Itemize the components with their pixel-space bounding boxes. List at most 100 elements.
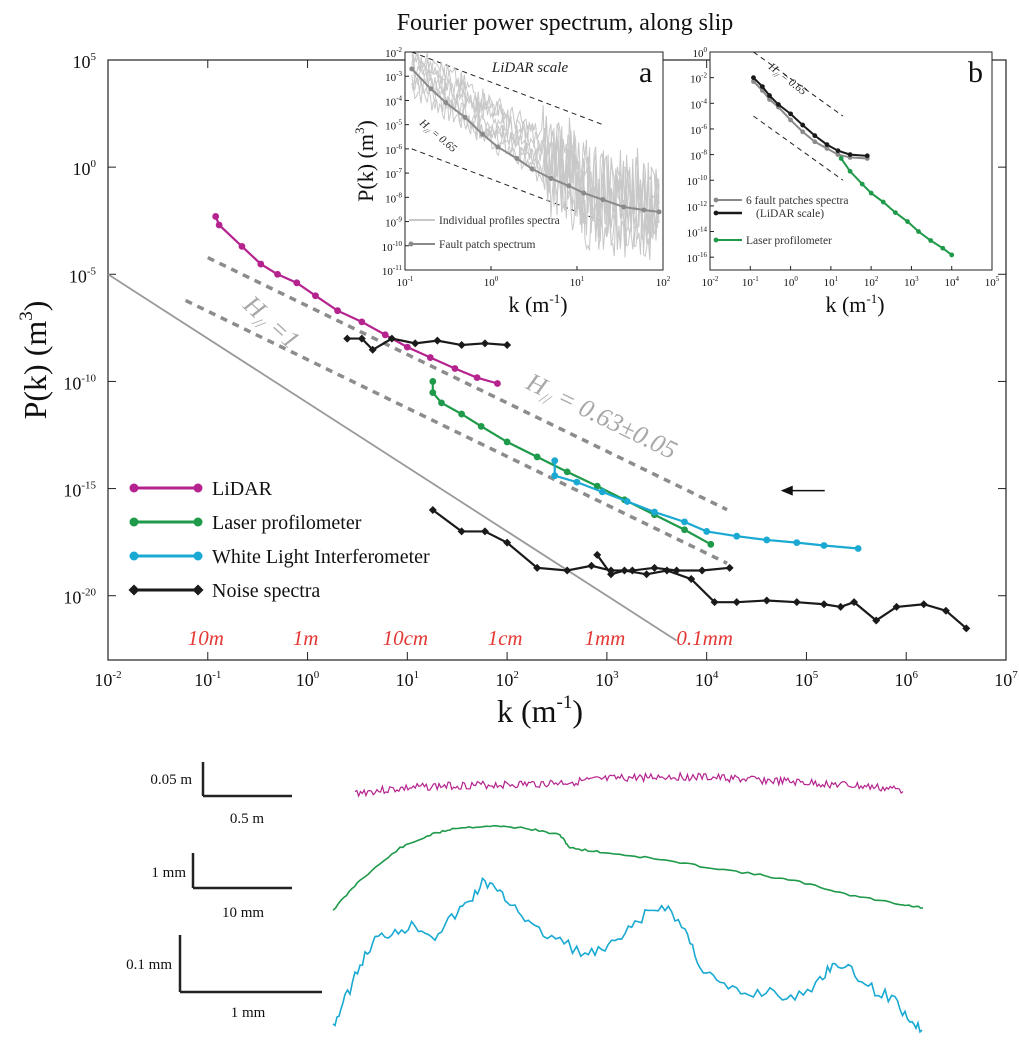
x-tick-label: 105 [795, 669, 819, 690]
inset-x-label-tail: ) [560, 292, 567, 317]
data-point [762, 596, 771, 605]
data-point [941, 606, 950, 615]
inset-y-tick-label-exp: -4 [396, 94, 402, 102]
x-tick-label-base: 10 [795, 670, 813, 690]
y-tick-label-base: 10 [63, 588, 81, 608]
inset-x-tick-label-base: 10 [824, 277, 836, 289]
inset-a-point [581, 190, 587, 196]
inset-a-point [514, 156, 520, 162]
inset-x-tick-label-base: 10 [864, 277, 876, 289]
inset-y-tick-label: 10-3 [385, 70, 402, 84]
data-point [387, 334, 396, 343]
data-point [473, 374, 481, 382]
data-point [681, 526, 688, 534]
y-tick-label-exp: 0 [91, 158, 97, 170]
x-tick-label-exp: 3 [613, 669, 619, 681]
inset-y-tick-label-exp: -11 [393, 264, 403, 272]
data-point [551, 457, 559, 465]
legend-label: Noise spectra [212, 580, 320, 602]
inset-b-point [916, 229, 921, 234]
data-point [477, 422, 485, 430]
inset-slope-sub: // [421, 125, 432, 136]
x-tick-label: 107 [994, 669, 1018, 690]
inset-b-point [824, 146, 830, 151]
x-tick-label: 10-1 [194, 669, 221, 690]
inset-b-legend-marker [713, 210, 719, 216]
inset-y-tick-label: 10-11 [382, 264, 403, 278]
inset-y-tick-label: 10-9 [385, 216, 402, 230]
inset-y-label-sup: 3 [352, 128, 367, 135]
inset-x-label-text: k (m [825, 292, 866, 317]
inset-b-point [940, 245, 946, 251]
y-tick-label-base: 10 [69, 266, 87, 286]
inset-y-tick-label: 10-2 [385, 46, 402, 60]
data-point [411, 339, 420, 348]
inset-y-label-text: P(k) (m [353, 134, 378, 202]
data-point [620, 566, 629, 575]
main-legend: LiDAR Laser profilometer White Light Inter… [128, 478, 430, 602]
data-point [563, 566, 572, 575]
inset-x-tick-label-exp: 1 [581, 275, 585, 283]
inset-a-point [548, 175, 554, 181]
legend-marker [129, 517, 139, 527]
inset-b-point [767, 93, 772, 98]
inset-b-legend-marker [713, 197, 719, 203]
inset-guide-line [411, 51, 604, 126]
inset-x-label: k (m-1) [508, 291, 567, 317]
data-point [457, 341, 466, 350]
inset-a-point [443, 100, 449, 106]
y-tick-label-exp: -15 [81, 480, 96, 492]
x-tick-label-base: 10 [495, 670, 513, 690]
inset-y-tick-label-base: 10 [687, 253, 699, 265]
data-point [793, 539, 801, 547]
profile-wli [332, 876, 923, 1034]
inset-a-point [462, 114, 468, 120]
inset-a-point [495, 144, 501, 150]
inset-b-point [928, 238, 934, 243]
data-point [457, 527, 466, 536]
data-point [681, 518, 688, 526]
inset-x-tick-label-base: 10 [944, 277, 956, 289]
inset-b: 10-2 10-1 100 101 102 103 104 10510010-210-410-… [687, 46, 1000, 317]
data-point [428, 506, 437, 514]
inset-y-tick-label-exp: -4 [701, 97, 707, 105]
data-point [494, 380, 501, 387]
inset-y-tick-label-exp: -10 [698, 174, 708, 182]
inset-x-tick-label: 10-1 [742, 275, 759, 289]
inset-x-tick-label: 100 [783, 275, 798, 289]
data-point [792, 598, 801, 607]
data-point [850, 598, 859, 607]
inset-x-tick-label-base: 10 [783, 277, 795, 289]
inset-x-tick-label-base: 10 [397, 277, 409, 289]
inset-x-tick-label-exp: 5 [996, 275, 1000, 283]
inset-guide-line [411, 148, 604, 223]
data-point [358, 318, 366, 326]
inset-y-label: P(k) (m3) [352, 120, 378, 202]
inset-y-tick-label-base: 10 [385, 169, 397, 181]
inset-y-tick-label-base: 10 [690, 74, 702, 86]
legend-marker [193, 517, 203, 527]
data-point [293, 279, 301, 287]
x-axis-label-sup: -1 [557, 692, 573, 713]
inset-b-legend-marker [713, 237, 719, 243]
inset-x-tick-label-base: 10 [570, 277, 582, 289]
data-point [732, 598, 741, 607]
x-tick-label: 10-2 [94, 669, 121, 690]
inset-guide-line [753, 51, 844, 117]
inset-x-tick-label: 101 [570, 275, 585, 289]
data-point [426, 354, 434, 361]
inset-x-tick-label-exp: 1 [835, 275, 839, 283]
x-tick-label-exp: 2 [513, 669, 519, 681]
data-point [836, 602, 845, 611]
scale-label: 1mm [584, 626, 625, 650]
inset-b-point [905, 219, 910, 224]
x-tick-label-exp: 4 [713, 669, 719, 681]
x-tick-label-base: 10 [296, 670, 314, 690]
inset-x-tick-label-base: 10 [985, 277, 997, 289]
data-point [650, 563, 659, 572]
inset-frame [709, 51, 993, 271]
scale-bar-vertical-label: 0.1 mm [126, 957, 172, 973]
scale-bar-horizontal-label: 1 mm [231, 1005, 266, 1021]
